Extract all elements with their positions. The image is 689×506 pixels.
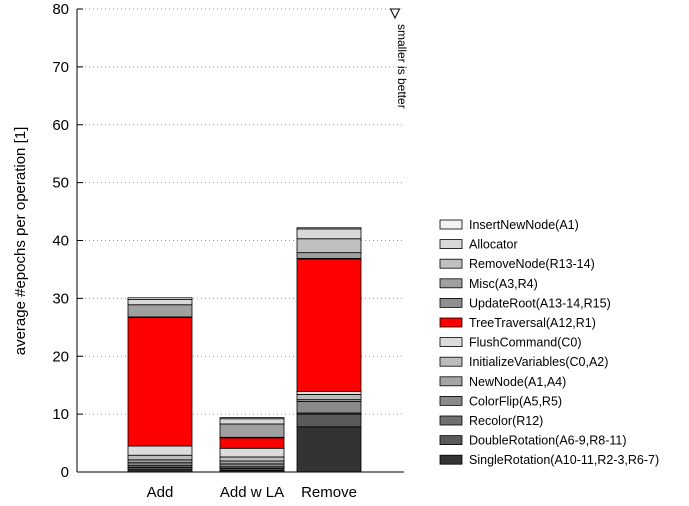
legend-swatch xyxy=(439,278,463,289)
bar-segment xyxy=(296,413,362,428)
x-tick-label: Add xyxy=(147,484,174,501)
legend-item: TreeTraversal(A12,R1) xyxy=(439,316,596,330)
bar-segment xyxy=(219,418,285,425)
legend-label: TreeTraversal(A12,R1) xyxy=(469,316,596,330)
y-tick-label: 70 xyxy=(52,59,69,76)
legend-item: ColorFlip(A5,R5) xyxy=(439,394,562,408)
legend-item: SingleRotation(A10-11,R2-3,R6-7) xyxy=(439,453,659,467)
legend-label: ColorFlip(A5,R5) xyxy=(469,394,562,408)
y-tick-labels: 0 10 20 30 40 50 60 70 80 xyxy=(52,1,69,481)
bar-segment xyxy=(296,426,362,473)
legend-label: Allocator xyxy=(469,238,518,252)
x-tick-label: Add w LA xyxy=(220,484,284,501)
legend-swatch xyxy=(439,415,463,426)
y-tick-label: 10 xyxy=(52,406,69,423)
legend-item: Allocator xyxy=(439,238,518,252)
bar-stacks xyxy=(127,227,362,473)
y-tick-label: 60 xyxy=(52,117,69,134)
y-tick-label: 80 xyxy=(52,1,69,18)
legend-item: FlushCommand(C0) xyxy=(439,336,582,350)
legend-label: UpdateRoot(A13-14,R15) xyxy=(469,296,611,310)
axes xyxy=(76,8,404,473)
triangle-down-icon xyxy=(389,8,401,20)
legend-swatch xyxy=(439,219,463,230)
x-tick-labels: Add Add w LA Remove xyxy=(147,484,357,501)
bar-segment xyxy=(219,423,285,438)
y-tick-label: 20 xyxy=(52,348,69,365)
legend-item: RemoveNode(R13-14) xyxy=(439,257,595,271)
legend-swatch xyxy=(439,395,463,406)
legend: InsertNewNode(A1) Allocator RemoveNode(R13… xyxy=(439,218,659,467)
bar-segment xyxy=(127,462,193,467)
annotation: smaller is better xyxy=(389,8,409,109)
bar-segment xyxy=(127,299,193,306)
bar-segment xyxy=(296,228,362,240)
bar-segment xyxy=(296,238,362,254)
legend-item: Misc(A3,R4) xyxy=(439,277,538,291)
annotation-text: smaller is better xyxy=(395,24,409,109)
legend-item: DoubleRotation(A6-9,R8-11) xyxy=(439,434,627,448)
bar-segment xyxy=(219,447,285,458)
bar-stack-1 xyxy=(219,417,285,473)
legend-swatch xyxy=(439,454,463,465)
y-tick-label: 50 xyxy=(52,175,69,192)
legend-swatch xyxy=(439,337,463,348)
legend-swatch xyxy=(439,356,463,367)
legend-label: InitializeVariables(C0,A2) xyxy=(469,355,608,369)
legend-swatch xyxy=(439,239,463,250)
bar-segment xyxy=(127,459,193,464)
bar-segment xyxy=(296,227,362,230)
bar-segment xyxy=(296,400,362,414)
bar-segment xyxy=(127,297,193,300)
y-axis-label: average #epochs per operation [1] xyxy=(12,127,29,356)
bar-segment xyxy=(127,454,193,461)
legend-label: Misc(A3,R4) xyxy=(469,277,538,291)
bar-segment xyxy=(219,437,285,449)
y-tick-label: 30 xyxy=(52,290,69,307)
bar-segment xyxy=(296,391,362,395)
legend-item: Recolor(R12) xyxy=(439,414,543,428)
legend-item: InsertNewNode(A1) xyxy=(439,218,579,232)
bar-segment xyxy=(219,460,285,465)
bar-segment xyxy=(219,417,285,420)
x-tick-label: Remove xyxy=(301,484,357,501)
legend-swatch xyxy=(439,435,463,446)
bar-segment xyxy=(127,317,193,447)
legend-swatch xyxy=(439,297,463,308)
bar-segment xyxy=(296,252,362,259)
legend-swatch xyxy=(439,258,463,269)
bar-stack-2 xyxy=(296,227,362,473)
bar-segment xyxy=(219,463,285,468)
legend-label: NewNode(A1,A4) xyxy=(469,375,566,389)
legend-label: InsertNewNode(A1) xyxy=(469,218,579,232)
legend-label: DoubleRotation(A6-9,R8-11) xyxy=(469,434,627,448)
legend-item: UpdateRoot(A13-14,R15) xyxy=(439,296,611,310)
legend-label: FlushCommand(C0) xyxy=(469,336,582,350)
bar-stack-0 xyxy=(127,297,193,473)
bar-segment xyxy=(296,394,362,401)
legend-label: Recolor(R12) xyxy=(469,414,543,428)
bar-segment xyxy=(127,445,193,456)
y-tick-label: 40 xyxy=(52,233,69,250)
bar-segment xyxy=(296,258,362,392)
legend-item: NewNode(A1,A4) xyxy=(439,375,566,389)
y-tick-label: 0 xyxy=(61,464,69,481)
legend-label: RemoveNode(R13-14) xyxy=(469,257,595,271)
legend-swatch xyxy=(439,376,463,387)
legend-item: InitializeVariables(C0,A2) xyxy=(439,355,608,369)
bar-segment xyxy=(127,304,193,318)
legend-swatch xyxy=(439,317,463,328)
bar-segment xyxy=(219,456,285,462)
legend-label: SingleRotation(A10-11,R2-3,R6-7) xyxy=(469,453,659,467)
